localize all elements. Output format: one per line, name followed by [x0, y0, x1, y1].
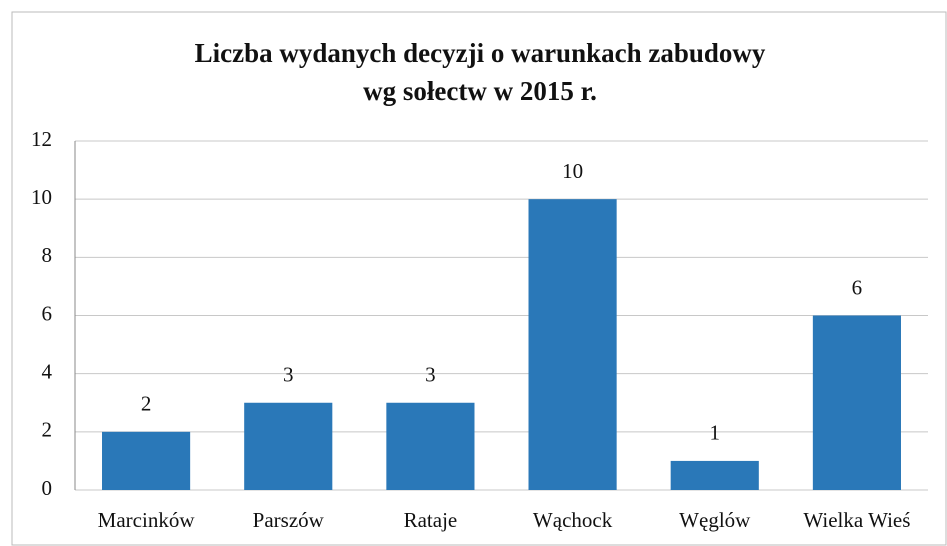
bar [102, 431, 191, 490]
y-tick-label: 4 [42, 359, 53, 383]
x-tick-label: Wąchock [533, 508, 613, 532]
data-label: 6 [852, 275, 863, 299]
x-tick-label: Parszów [253, 508, 325, 532]
data-label: 2 [141, 392, 152, 416]
x-tick-label: Wielka Wieś [803, 508, 910, 532]
bar [670, 460, 759, 490]
data-label: 1 [710, 421, 721, 445]
bar [528, 199, 617, 490]
y-tick-label: 0 [42, 476, 53, 500]
data-label: 3 [283, 363, 294, 387]
y-tick-label: 12 [31, 127, 52, 151]
x-tick-label: Rataje [404, 508, 458, 532]
bar [386, 402, 475, 490]
y-tick-label: 10 [31, 185, 52, 209]
x-tick-label: Węglów [679, 508, 751, 532]
data-label: 10 [562, 159, 583, 183]
bar [244, 402, 333, 490]
bar [812, 315, 901, 490]
y-tick-label: 2 [42, 418, 53, 442]
y-tick-label: 8 [42, 243, 53, 267]
chart-title: wg sołectw w 2015 r. [363, 76, 597, 106]
y-tick-label: 6 [42, 301, 53, 325]
chart-title: Liczba wydanych decyzji o warunkach zabu… [195, 38, 766, 68]
x-tick-label: Marcinków [98, 508, 196, 532]
data-label: 3 [425, 363, 436, 387]
